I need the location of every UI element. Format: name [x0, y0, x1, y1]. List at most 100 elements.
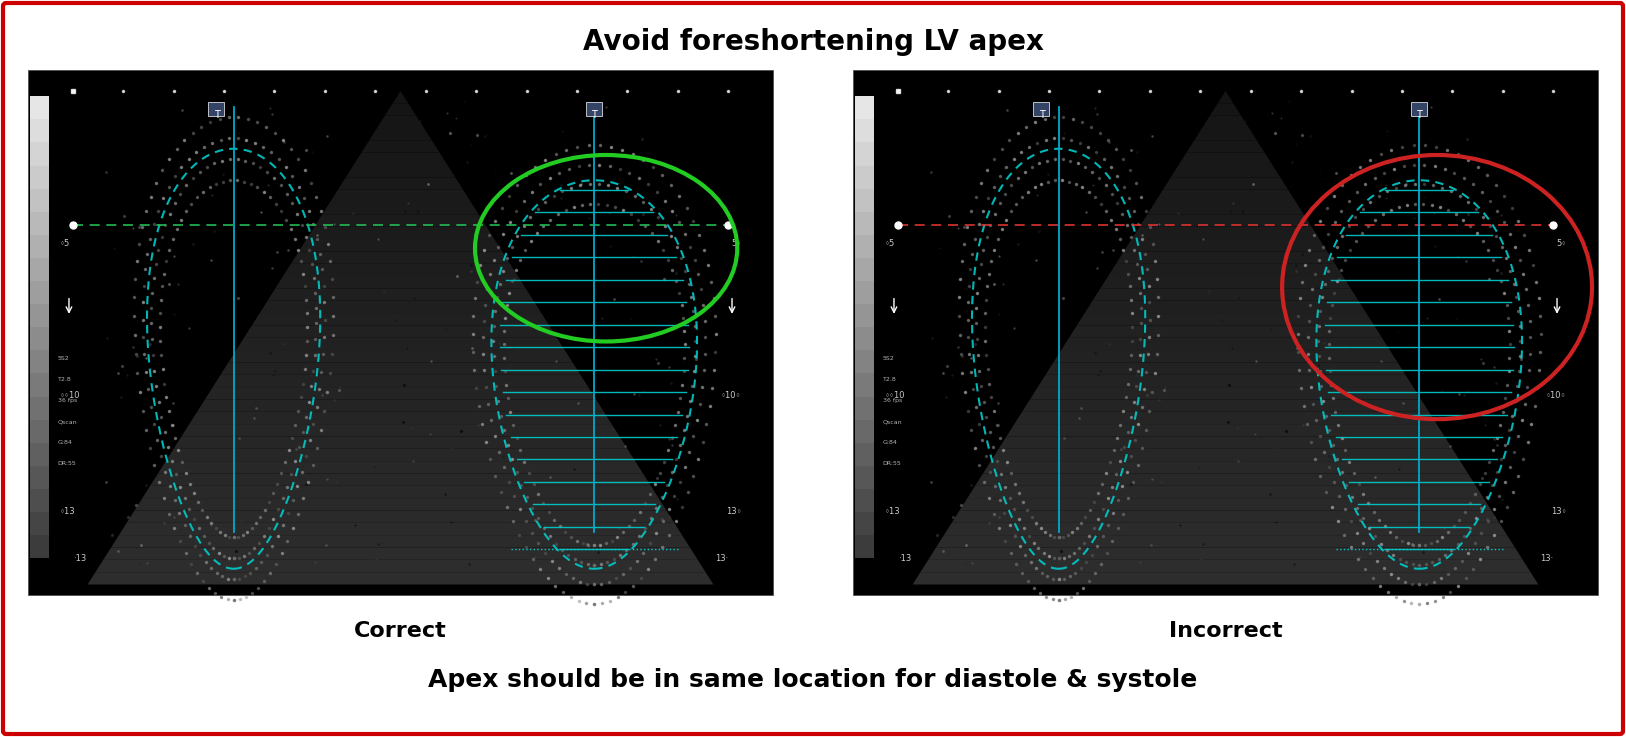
Text: ◦13: ◦13: [59, 506, 75, 515]
Text: 5◦: 5◦: [732, 239, 741, 248]
Polygon shape: [260, 301, 541, 313]
Bar: [855, 397, 873, 419]
Bar: [29, 304, 49, 327]
Text: Correct: Correct: [354, 621, 447, 641]
Text: 13◦: 13◦: [727, 506, 741, 515]
Bar: [855, 304, 873, 327]
Bar: [855, 489, 873, 512]
Polygon shape: [1029, 387, 1421, 399]
Text: Qscan: Qscan: [59, 419, 78, 425]
Polygon shape: [213, 374, 589, 387]
Text: ·13: ·13: [73, 553, 86, 563]
Polygon shape: [182, 424, 620, 436]
Polygon shape: [111, 535, 689, 548]
Polygon shape: [1037, 374, 1413, 387]
Polygon shape: [1093, 288, 1358, 301]
Polygon shape: [236, 338, 564, 350]
Polygon shape: [221, 363, 580, 374]
Polygon shape: [283, 264, 517, 276]
Polygon shape: [392, 91, 408, 103]
Polygon shape: [1023, 399, 1429, 412]
Bar: [29, 327, 49, 350]
Text: ◦10◦: ◦10◦: [722, 391, 741, 400]
Polygon shape: [1202, 116, 1249, 128]
Text: 5S2: 5S2: [59, 356, 70, 361]
Bar: [855, 466, 873, 489]
Polygon shape: [275, 276, 525, 288]
Text: G:84: G:84: [59, 440, 73, 445]
Text: 13·: 13·: [1540, 553, 1553, 563]
Bar: [855, 419, 873, 443]
Polygon shape: [1101, 276, 1351, 288]
Polygon shape: [959, 498, 1491, 511]
Polygon shape: [314, 214, 486, 227]
Polygon shape: [174, 436, 628, 449]
Polygon shape: [937, 535, 1515, 548]
Bar: [855, 119, 873, 142]
Bar: [1034, 102, 1049, 116]
Polygon shape: [346, 165, 455, 178]
Text: Apex should be in same location for diastole & systole: Apex should be in same location for dias…: [428, 668, 1198, 692]
Polygon shape: [951, 511, 1499, 523]
Text: G:84: G:84: [883, 440, 898, 445]
Polygon shape: [252, 313, 550, 326]
Polygon shape: [353, 153, 447, 165]
Text: ·13: ·13: [898, 553, 911, 563]
Bar: [28, 70, 772, 595]
Bar: [855, 281, 873, 304]
Text: Qscan: Qscan: [883, 419, 902, 425]
Polygon shape: [127, 511, 675, 523]
Polygon shape: [1193, 128, 1257, 140]
Polygon shape: [1148, 202, 1304, 214]
Polygon shape: [920, 560, 1530, 572]
Polygon shape: [361, 140, 439, 153]
Polygon shape: [1046, 363, 1405, 374]
Polygon shape: [102, 548, 698, 560]
Bar: [29, 350, 49, 374]
Bar: [29, 258, 49, 281]
Polygon shape: [244, 326, 558, 338]
Polygon shape: [1115, 251, 1335, 264]
Bar: [29, 97, 49, 558]
Bar: [855, 327, 873, 350]
Bar: [29, 281, 49, 304]
Polygon shape: [150, 473, 650, 486]
Bar: [1411, 102, 1428, 116]
Bar: [855, 374, 873, 397]
Polygon shape: [330, 189, 472, 202]
Bar: [29, 235, 49, 258]
Bar: [29, 189, 49, 212]
Bar: [855, 443, 873, 466]
Text: ◦5: ◦5: [59, 239, 70, 248]
Text: 5◦: 5◦: [1556, 239, 1567, 248]
Polygon shape: [1054, 350, 1398, 363]
Polygon shape: [205, 387, 597, 399]
Text: Incorrect: Incorrect: [1169, 621, 1283, 641]
Bar: [855, 212, 873, 235]
Text: ◦◦10: ◦◦10: [59, 391, 80, 400]
Bar: [29, 97, 49, 119]
Text: T: T: [592, 110, 597, 119]
Polygon shape: [268, 288, 533, 301]
Bar: [29, 397, 49, 419]
Polygon shape: [1140, 214, 1312, 227]
Polygon shape: [1124, 239, 1327, 251]
Bar: [855, 97, 873, 119]
Bar: [29, 212, 49, 235]
Text: 36 fps: 36 fps: [883, 398, 902, 403]
Text: 13·: 13·: [715, 553, 728, 563]
Bar: [855, 189, 873, 212]
Bar: [855, 535, 873, 558]
Bar: [855, 258, 873, 281]
Bar: [854, 70, 1598, 595]
Polygon shape: [990, 449, 1460, 461]
Bar: [29, 535, 49, 558]
Polygon shape: [1171, 165, 1280, 178]
Text: DR:55: DR:55: [883, 461, 901, 467]
Bar: [29, 166, 49, 189]
Bar: [29, 489, 49, 512]
Polygon shape: [197, 399, 603, 412]
Bar: [855, 142, 873, 166]
Polygon shape: [299, 239, 502, 251]
Polygon shape: [1109, 264, 1343, 276]
